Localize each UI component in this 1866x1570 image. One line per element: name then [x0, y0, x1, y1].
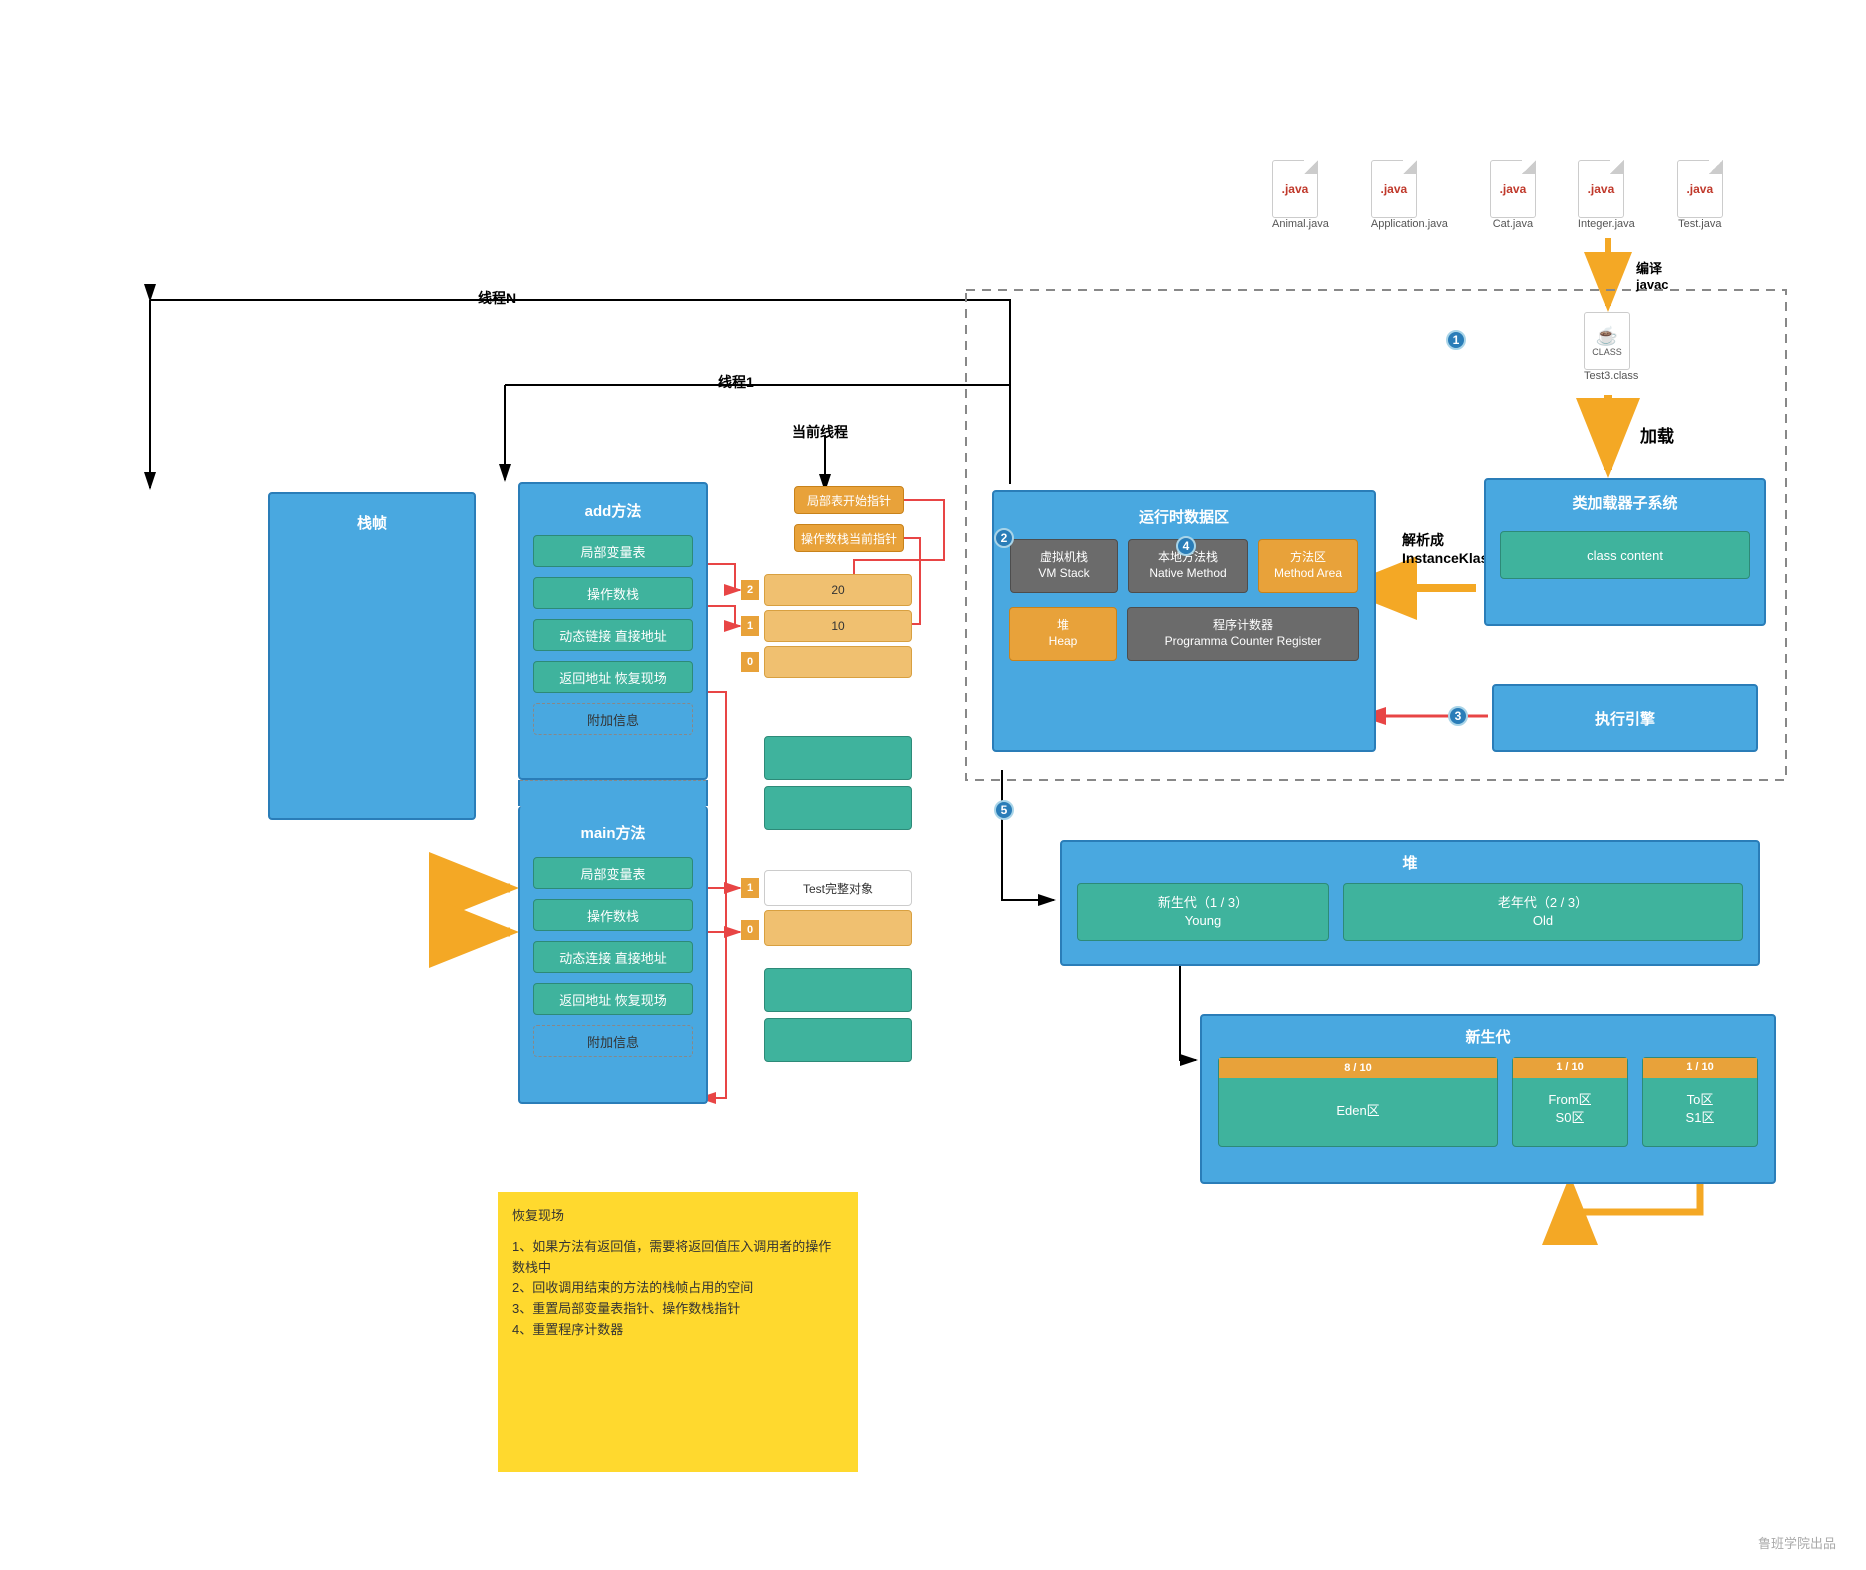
main-idx-0: 0	[741, 920, 759, 940]
main-row-extra: 附加信息	[533, 1025, 693, 1057]
file-integer: .java Integer.java	[1578, 160, 1635, 230]
note-line-1: 1、如果方法有返回值，需要将返回值压入调用者的操作数栈中	[512, 1237, 844, 1279]
class-file: ☕CLASS Test3.class	[1584, 312, 1638, 382]
main-row-opstack: 操作数栈	[533, 899, 693, 931]
main-idx-1: 1	[741, 878, 759, 898]
opstack-pointer: 操作数栈当前指针	[794, 524, 904, 552]
file-cat: .java Cat.java	[1490, 160, 1536, 230]
stack-frame-title: 栈帧	[357, 512, 387, 533]
exec-engine-title: 执行引擎	[1595, 708, 1655, 729]
java-file-icon: .java	[1677, 160, 1723, 218]
file-animal: .java Animal.java	[1272, 160, 1329, 230]
note-line-3: 3、重置局部变量表指针、操作数栈指针	[512, 1299, 844, 1320]
add-val-1: 10	[764, 610, 912, 642]
note-line-4: 4、重置程序计数器	[512, 1320, 844, 1341]
java-file-icon: .java	[1578, 160, 1624, 218]
add-row-opstack: 操作数栈	[533, 577, 693, 609]
badge-5: 5	[994, 800, 1014, 820]
add-row-extra: 附加信息	[533, 703, 693, 735]
old-gen-box: 老年代（2 / 3）Old	[1343, 883, 1743, 941]
main-method-panel: main方法 局部变量表 操作数栈 动态连接 直接地址 返回地址 恢复现场 附加…	[518, 806, 708, 1104]
add-row-return: 返回地址 恢复现场	[533, 661, 693, 693]
main-val-0	[764, 910, 912, 946]
java-file-icon: .java	[1371, 160, 1417, 218]
thread-n-label: 线程N	[478, 288, 516, 308]
thread-1-label: 线程1	[718, 372, 754, 392]
note-title: 恢复现场	[512, 1206, 844, 1227]
runtime-title: 运行时数据区	[1139, 506, 1229, 527]
method-area-box: 方法区Method Area	[1258, 539, 1358, 593]
current-thread-label: 当前线程	[792, 422, 848, 442]
add-idx-1: 1	[741, 616, 759, 636]
young-detail-panel: 新生代 8 / 10 Eden区 1 / 10 From区 S0区 1 / 10…	[1200, 1014, 1776, 1184]
parse-label: 解析成 InstanceKlass	[1402, 530, 1496, 566]
stack-frame-panel: 栈帧	[268, 492, 476, 820]
file-test: .java Test.java	[1677, 160, 1723, 230]
young-detail-title: 新生代	[1465, 1026, 1510, 1047]
main-row-return: 返回地址 恢复现场	[533, 983, 693, 1015]
note-line-2: 2、回收调用结束的方法的栈帧占用的空间	[512, 1278, 844, 1299]
to-box: 1 / 10 To区 S1区	[1642, 1057, 1758, 1147]
add-val-0	[764, 646, 912, 678]
pc-register-box: 程序计数器Programma Counter Register	[1127, 607, 1359, 661]
load-label: 加载	[1640, 422, 1674, 447]
add-idx-0: 0	[741, 652, 759, 672]
main-row-dynlink: 动态连接 直接地址	[533, 941, 693, 973]
add-idx-2: 2	[741, 580, 759, 600]
slot-green-1	[764, 736, 912, 780]
from-ratio: 1 / 10	[1513, 1058, 1627, 1078]
java-file-icon: .java	[1272, 160, 1318, 218]
note-panel: 恢复现场 1、如果方法有返回值，需要将返回值压入调用者的操作数栈中 2、回收调用…	[498, 1192, 858, 1472]
compile-label: 编译 javac	[1636, 258, 1669, 292]
add-row-localvar: 局部变量表	[533, 535, 693, 567]
java-file-icon: .java	[1490, 160, 1536, 218]
heap-box: 堆Heap	[1009, 607, 1117, 661]
add-method-title: add方法	[585, 500, 642, 521]
badge-1: 1	[1446, 330, 1466, 350]
from-box: 1 / 10 From区 S0区	[1512, 1057, 1628, 1147]
eden-ratio: 8 / 10	[1219, 1058, 1497, 1078]
slot-green-4	[764, 1018, 912, 1062]
class-content-box: class content	[1500, 531, 1750, 579]
badge-2: 2	[994, 528, 1014, 548]
badge-4: 4	[1176, 536, 1196, 556]
slot-green-2	[764, 786, 912, 830]
classloader-title: 类加载器子系统	[1572, 492, 1677, 513]
watermark: 鲁班学院出品	[1758, 1533, 1836, 1552]
heap-detail-panel: 堆 新生代（1 / 3）Young 老年代（2 / 3）Old	[1060, 840, 1760, 966]
file-application: .java Application.java	[1371, 160, 1448, 230]
localvar-pointer: 局部表开始指针	[794, 486, 904, 514]
exec-engine-panel: 执行引擎	[1492, 684, 1758, 752]
heap-detail-title: 堆	[1402, 852, 1417, 873]
main-row-localvar: 局部变量表	[533, 857, 693, 889]
vm-stack-box: 虚拟机栈VM Stack	[1010, 539, 1118, 593]
runtime-area-panel: 运行时数据区 虚拟机栈VM Stack 本地方法栈Native Method 方…	[992, 490, 1376, 752]
class-file-icon: ☕CLASS	[1584, 312, 1630, 370]
main-method-title: main方法	[580, 822, 645, 843]
classloader-panel: 类加载器子系统 class content	[1484, 478, 1766, 626]
to-ratio: 1 / 10	[1643, 1058, 1757, 1078]
add-val-2: 20	[764, 574, 912, 606]
eden-box: 8 / 10 Eden区	[1218, 1057, 1498, 1147]
add-method-panel: add方法 局部变量表 操作数栈 动态链接 直接地址 返回地址 恢复现场 附加信…	[518, 482, 708, 780]
add-row-dynlink: 动态链接 直接地址	[533, 619, 693, 651]
main-obj: Test完整对象	[764, 870, 912, 906]
badge-3: 3	[1448, 706, 1468, 726]
young-gen-box: 新生代（1 / 3）Young	[1077, 883, 1329, 941]
slot-green-3	[764, 968, 912, 1012]
